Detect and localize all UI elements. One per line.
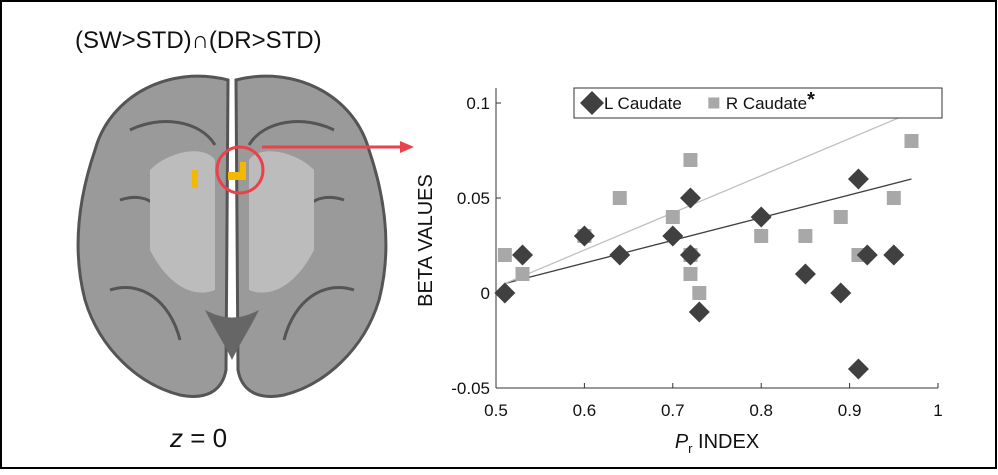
slice-variable: z: [169, 423, 183, 453]
legend-box: [573, 87, 943, 119]
x-label-symbol: P: [675, 431, 689, 453]
legend-marker: [580, 91, 604, 115]
legend-name: L Caudate: [604, 94, 682, 113]
figure-title: (SW>STD)∩(DR>STD): [75, 27, 322, 54]
x-tick-label: 0.7: [661, 401, 685, 420]
point: [573, 225, 595, 247]
x-label-subscript: r: [688, 441, 693, 456]
x-tick-label: 0.5: [484, 401, 508, 420]
point: [679, 187, 701, 209]
legend-label: L Caudate: [604, 94, 682, 113]
point: [662, 225, 684, 247]
slice-value: = 0: [183, 423, 227, 453]
point: [512, 244, 534, 266]
point: [609, 244, 631, 266]
trend-line: [504, 111, 912, 285]
point: [683, 267, 698, 281]
y-tick-label: 0.05: [457, 189, 490, 208]
y-tick-label: 0.1: [466, 94, 490, 113]
point: [692, 286, 707, 300]
point: [515, 267, 530, 281]
y-axis-label: BETA VALUES: [415, 174, 437, 307]
point: [494, 282, 516, 304]
x-label-text: INDEX: [693, 431, 760, 453]
x-tick-label: 0.8: [749, 401, 773, 420]
trend-line: [504, 178, 912, 285]
point: [886, 191, 901, 205]
point: [754, 229, 769, 243]
point: [750, 206, 772, 228]
legend-name: R Caudate: [726, 94, 807, 113]
point: [497, 248, 512, 262]
brain-image: [76, 74, 414, 398]
y-tick-label: -0.05: [451, 379, 490, 398]
y-tick-label: 0: [481, 284, 490, 303]
point: [665, 210, 680, 224]
legend-marker: [708, 97, 720, 109]
point: [883, 244, 905, 266]
point: [679, 244, 701, 266]
point: [683, 153, 698, 167]
legend-significance: *: [807, 89, 815, 111]
point: [904, 134, 919, 148]
legend-label: R Caudate*: [726, 89, 815, 113]
point: [847, 168, 869, 190]
point: [856, 244, 878, 266]
x-tick-label: 0.6: [573, 401, 597, 420]
point: [798, 229, 813, 243]
x-tick-label: 0.9: [838, 401, 862, 420]
point: [612, 191, 627, 205]
x-axis-label: Pr INDEX: [675, 431, 759, 456]
point: [688, 301, 710, 323]
slice-label: z = 0: [169, 423, 227, 453]
point: [833, 210, 848, 224]
point: [847, 358, 869, 380]
point: [794, 263, 816, 285]
x-tick-label: 1: [933, 401, 942, 420]
point: [830, 282, 852, 304]
